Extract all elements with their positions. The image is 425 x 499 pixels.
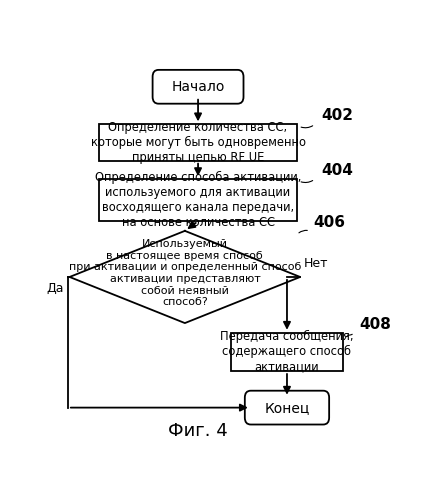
Text: Нет: Нет [303, 257, 328, 270]
FancyBboxPatch shape [99, 179, 297, 221]
Text: Фиг. 4: Фиг. 4 [168, 422, 228, 440]
FancyBboxPatch shape [153, 70, 244, 104]
Text: 408: 408 [360, 317, 391, 332]
Text: Определение количества СС,
которые могут быть одновременно
приняты цепью RF UE: Определение количества СС, которые могут… [91, 121, 306, 164]
Text: 402: 402 [322, 108, 354, 123]
FancyBboxPatch shape [245, 391, 329, 425]
Polygon shape [70, 231, 300, 323]
FancyBboxPatch shape [99, 124, 297, 161]
Text: Конец: Конец [264, 401, 309, 415]
Text: Определение способа активации,
используемого для активации
восходящего канала пе: Определение способа активации, используе… [95, 171, 301, 229]
Text: Используемый
в настоящее время способ
при активации и определенный способ
актива: Используемый в настоящее время способ пр… [69, 239, 301, 307]
Text: Передача сообщения,
содержащего способ
активации: Передача сообщения, содержащего способ а… [220, 330, 354, 373]
FancyBboxPatch shape [231, 333, 343, 371]
Text: Начало: Начало [171, 80, 225, 94]
Text: Да: Да [47, 282, 64, 295]
Text: 406: 406 [313, 215, 346, 230]
Text: 404: 404 [322, 163, 354, 178]
